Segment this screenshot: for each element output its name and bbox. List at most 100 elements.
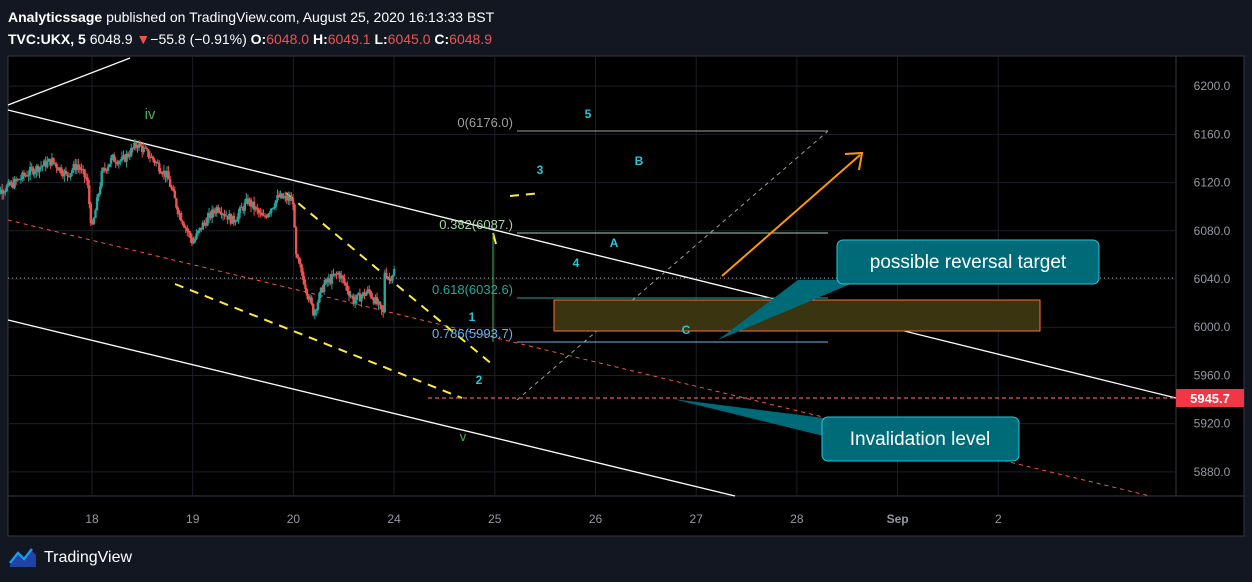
y-tick-label: 6160.0 [1194,127,1231,141]
candle-body [162,170,166,175]
y-tick-label: 6120.0 [1194,176,1231,190]
candle-body [60,167,63,174]
candle-body [280,193,284,199]
candle-body [103,168,107,170]
wave-label-5: 5 [585,107,592,121]
projection-arrow [721,151,864,277]
candle-body [290,198,293,201]
candle-body [89,203,93,224]
candle-body [388,278,391,280]
candle-body [42,160,46,166]
candle-body [304,284,307,290]
candle-body [228,214,231,220]
candle-body [313,310,316,316]
candle-body [16,178,19,181]
candle-body [112,154,116,162]
candle-body [217,207,220,212]
candle-body [343,278,346,284]
candle-body [116,162,119,165]
wave-label-3: 3 [537,163,544,177]
candle-body [158,163,161,172]
candle-body [136,147,139,149]
candle-body [242,207,245,211]
candle-body [364,292,368,296]
candle-body [223,214,226,216]
candle-body [251,201,254,207]
candle-body [259,212,262,214]
candle-body [137,143,141,148]
candle-body [21,172,24,180]
candle-body [0,189,4,194]
candle-body [357,293,360,295]
candle-body [18,178,21,180]
candle-body [344,283,348,286]
candle-body [301,267,304,276]
candle-body [66,172,69,176]
wave-labels: iv v 1 2 3 4 5 A B C [145,106,691,444]
y-tick-label: 5920.0 [1194,417,1231,431]
candle-body [38,167,41,173]
candle-body [55,164,58,169]
candle-body [375,297,379,305]
candle-body [189,232,192,238]
candle-body [108,163,111,167]
candle-body [49,159,52,166]
candle-body [147,149,150,158]
candle-body [276,194,279,201]
author-name[interactable]: Analyticssage [8,9,103,25]
candle-body [24,175,27,177]
candle-body [75,164,79,170]
candle-body [333,273,337,276]
candle-body [196,230,200,234]
last-price: 6048.9 [89,31,133,47]
projection-arrow-shaft [721,154,861,277]
candle-body [195,233,198,239]
candle-body [207,212,211,218]
symbol-name[interactable]: TVC:UKX, 5 [8,31,86,47]
candle-body [209,212,212,219]
candle-body [102,168,105,172]
candle-body [349,295,352,297]
candle-body [206,217,209,226]
candle-body [220,212,223,215]
middle-channel-line [7,109,1177,399]
candle-body [240,207,243,209]
candle-body [383,272,386,313]
candle-body [33,171,37,175]
candle-body [268,212,271,215]
candle-body [336,272,340,274]
tradingview-footer[interactable]: TradingView [8,547,132,569]
callout-reversal-text: possible reversal target [870,252,1067,273]
candle-body [120,157,124,161]
candle-body [78,167,82,171]
callout-invalidation[interactable]: Invalidation level [673,399,1020,462]
callout-reversal[interactable]: possible reversal target [718,239,1100,340]
price-axis[interactable]: 6200.0 6160.0 6120.0 6080.0 6040.0 6000.0 5960… [1194,79,1231,479]
candle-body [265,216,268,218]
candle-body [100,171,103,187]
candle-body [193,238,197,242]
candle-body [200,227,203,230]
candle-body [0,189,2,194]
candle-body [335,273,338,275]
candle-body [307,295,310,300]
publish-line: Analyticssage published on TradingView.c… [8,6,494,28]
candle-body [164,170,167,178]
time-axis[interactable]: 18 19 20 24 25 26 27 28 Sep 2 [85,512,1002,526]
high-value: 6049.1 [327,31,371,47]
candle-body [30,167,33,169]
candle-body [4,190,7,193]
candle-body [119,160,122,162]
wedge-mark-2 [509,192,543,197]
candle-body [134,142,138,148]
candle-body [11,182,15,188]
y-tick-label: 5880.0 [1194,465,1231,479]
candle-body [266,214,270,218]
price-tag: 5945.7 [1176,389,1244,407]
candle-body [94,210,97,218]
candle-body [374,297,377,304]
candle-body [232,215,236,223]
x-tick-label: 2 [995,512,1002,526]
candle-body [229,214,233,224]
